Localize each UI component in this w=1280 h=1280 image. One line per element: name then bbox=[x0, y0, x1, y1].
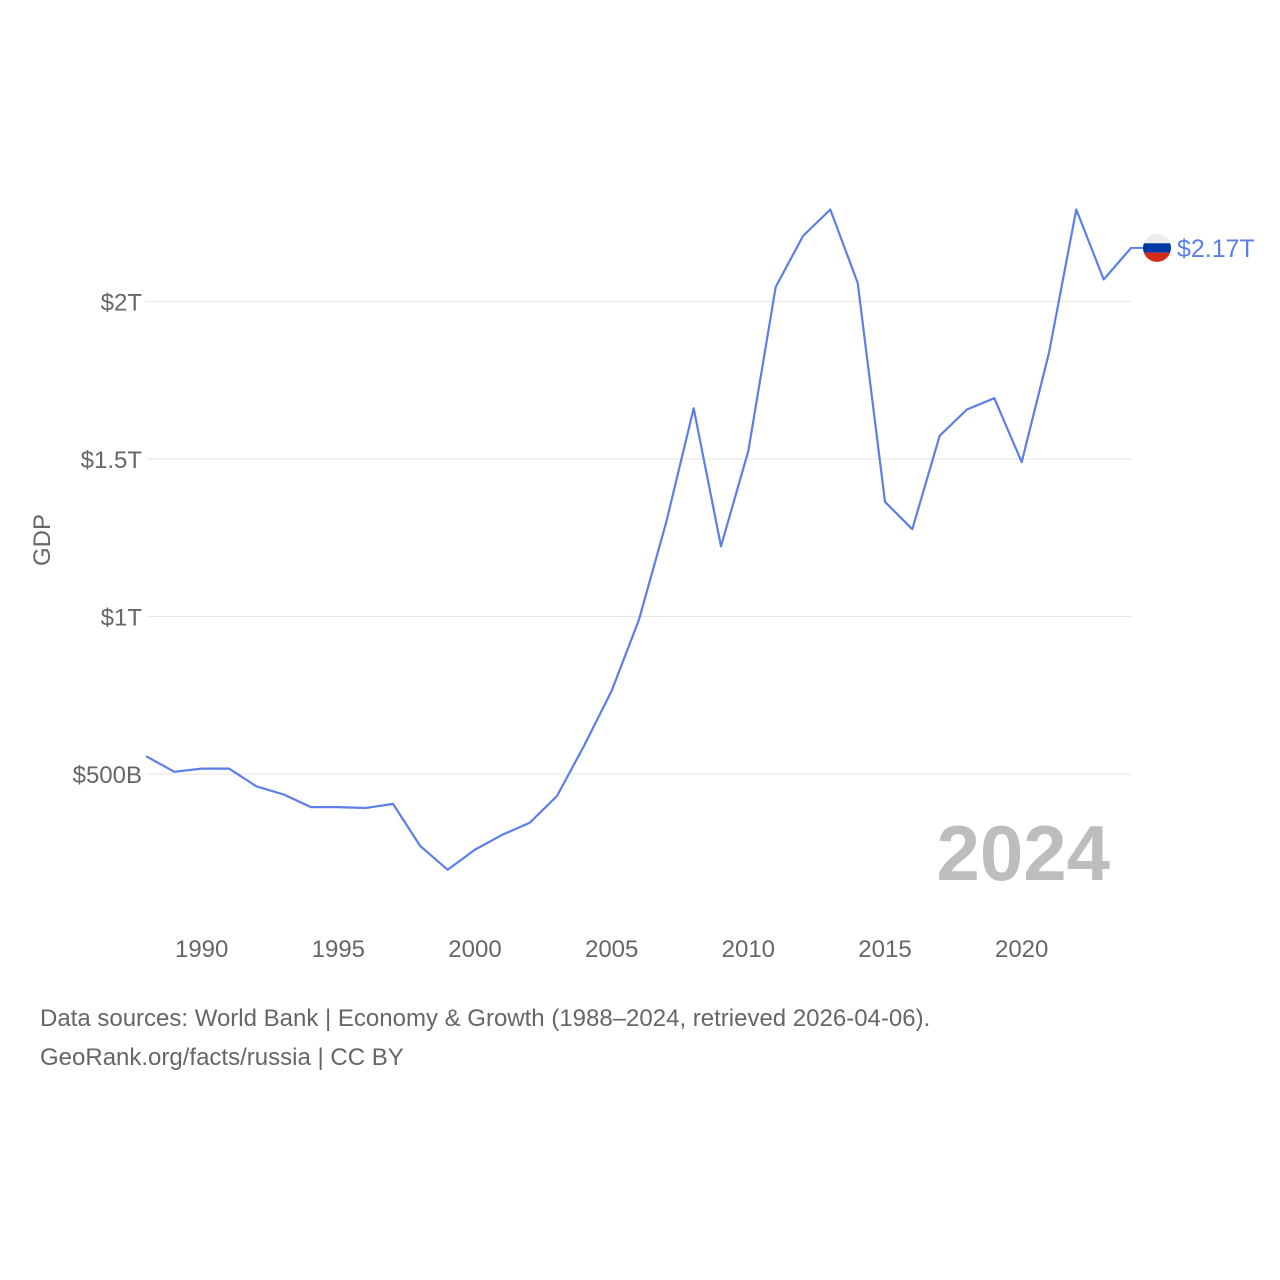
russia-flag-icon bbox=[1143, 233, 1171, 262]
x-tick-label: 1995 bbox=[312, 936, 365, 963]
x-axis-ticks: 1990 1995 2000 2005 2010 2015 2020 bbox=[175, 936, 1048, 963]
y-tick-label: $2T bbox=[101, 290, 143, 317]
y-axis-ticks: $500B $1T $1.5T $2T bbox=[73, 290, 143, 790]
grid-lines bbox=[147, 301, 1131, 775]
x-tick-label: 2005 bbox=[585, 936, 638, 963]
series-layer bbox=[145, 208, 1133, 871]
y-axis-title: GDP bbox=[29, 514, 56, 566]
x-tick-label: 1990 bbox=[175, 936, 228, 963]
x-tick-label: 2015 bbox=[858, 936, 911, 963]
gdp-series-line bbox=[145, 208, 1133, 871]
y-tick-label: $1T bbox=[101, 605, 143, 632]
data-source-note: Data sources: World Bank | Economy & Gro… bbox=[40, 1005, 931, 1032]
gdp-line-chart: $500B $1T $1.5T $2T 1990 1995 2000 2005 2010 201… bbox=[29, 208, 1255, 963]
x-tick-label: 2000 bbox=[448, 936, 501, 963]
y-tick-label: $1.5T bbox=[81, 447, 143, 474]
end-value-label: $2.17T bbox=[1177, 235, 1255, 263]
end-marker: $2.17T bbox=[1131, 233, 1255, 263]
x-tick-label: 2010 bbox=[722, 936, 775, 963]
x-tick-label: 2020 bbox=[995, 936, 1048, 963]
y-tick-label: $500B bbox=[73, 762, 142, 789]
current-year-label: 2024 bbox=[936, 809, 1110, 897]
attribution-note: GeoRank.org/facts/russia | CC BY bbox=[40, 1044, 404, 1071]
